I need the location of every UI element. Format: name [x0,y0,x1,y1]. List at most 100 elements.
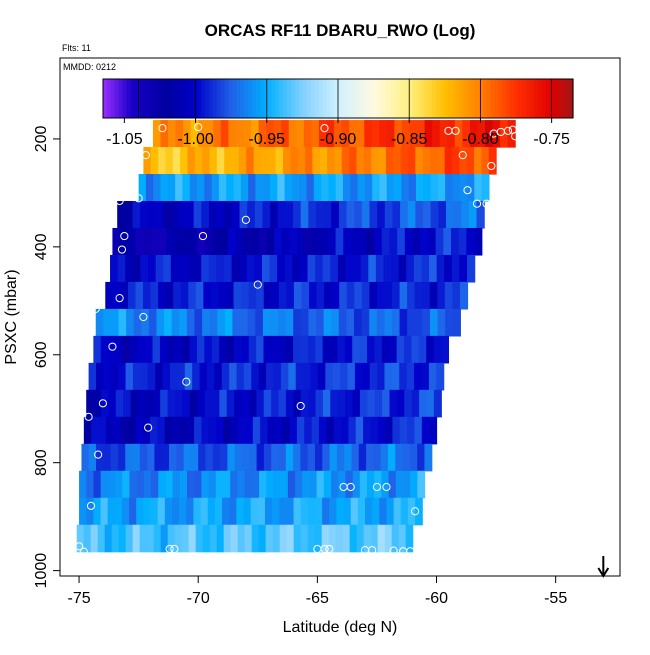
heatmap-cell [363,416,371,445]
heatmap-cell [300,200,309,229]
heatmap-cell [327,147,336,175]
colorbar-swatch [134,79,139,118]
heatmap-cell [108,389,117,418]
heatmap-cell [188,281,197,310]
heatmap-cell [239,200,248,229]
colorbar-tick-label: -0.75 [533,131,570,148]
colorbar: -1.05 -1.00 -0.95 -0.90 -0.85 -0.80 -0.75 [102,78,574,148]
heatmap-cell [433,389,442,418]
sample-point [472,199,482,208]
heatmap-cell [322,254,331,283]
heatmap-cell [201,416,210,445]
heatmap-cell [414,416,423,445]
heatmap-cell [289,227,298,256]
heatmap-cell [278,335,287,364]
heatmap-cell [374,470,383,499]
heatmap-cell [303,120,313,148]
heatmap-cell [452,147,460,175]
heatmap-cell [337,254,347,283]
heatmap-cell [381,227,391,256]
heatmap-cell [399,416,408,445]
sample-point [139,312,148,322]
flights-annotation: Flts: 11 [62,43,91,53]
heatmap-cell [396,335,405,364]
heatmap-cell [157,416,166,445]
colorbar-swatch [388,79,394,118]
colorbar-tick-label: -1.05 [106,131,143,148]
heatmap-cell [104,524,113,553]
heatmap-cell [285,443,294,472]
heatmap-cell [453,200,462,229]
heatmap-cell [208,200,218,229]
heatmap-cell [254,254,263,283]
heatmap-cell [133,308,142,337]
sample-point [410,507,420,516]
heatmap-cell [469,120,479,148]
heatmap-cell [364,174,373,202]
heatmap-cell [301,281,310,310]
heatmap-cell [143,470,152,499]
heatmap-cell [266,227,275,256]
heatmap-cell [234,389,243,418]
heatmap-cell [322,389,331,418]
heatmap-cell [445,200,455,229]
heatmap-cell [100,335,109,364]
sample-point [170,544,179,554]
heatmap-cell [285,308,294,337]
y-tick-label: 400 [33,233,50,260]
heatmap-cell [270,174,278,202]
heatmap-cell [148,254,157,283]
heatmap-cell [387,443,396,472]
colorbar-swatch [482,79,488,118]
colorbar-swatch [200,79,206,118]
heatmap-cell [338,200,348,229]
heatmap-cell [300,497,309,526]
heatmap-cell [231,147,240,175]
heatmap-cell [367,389,376,418]
colorbar-swatch [349,79,355,118]
heatmap-cell [380,443,389,472]
heatmap-cell [285,335,294,364]
heatmap-cell [305,147,313,175]
heatmap-cell [207,497,216,526]
colorbar-swatch [330,79,335,118]
heatmap-cell [120,227,129,256]
heatmap-cell [103,443,112,472]
heatmap-cell [209,524,218,553]
heatmap-cell [321,174,329,202]
heatmap-cell [452,174,461,202]
sample-point [463,186,472,195]
heatmap-cell [422,147,431,175]
heatmap-cell [219,335,228,364]
heatmap-cell [273,470,282,499]
heatmap-cell [218,281,227,310]
heatmap-cell [76,524,85,553]
heatmap-cell [408,174,417,202]
heatmap-cell [474,147,482,175]
colorbar-swatch [291,79,296,118]
heatmap-cell [155,254,164,283]
colorbar-swatch [232,79,237,118]
heatmap-cell [293,443,301,472]
y-tick-label: 200 [33,125,50,152]
heatmap-cell [243,497,252,526]
heatmap-cell [127,416,136,445]
heatmap-cell [354,308,363,337]
heatmap-cell [331,308,340,337]
heatmap-cell [215,470,224,499]
heatmap-cell [331,200,340,229]
sample-point [389,546,398,555]
heatmap-cell [339,281,348,310]
colorbar-swatch [228,79,233,118]
heatmap-cell [258,362,267,391]
heatmap-cell [178,254,187,283]
heatmap-cell [211,389,220,418]
heatmap-cell [182,335,191,364]
colorbar-swatch [114,79,120,118]
heatmap-cell [378,147,387,175]
heatmap-cell [277,174,286,202]
heatmap-cell [415,200,424,229]
heatmap-cell [159,335,168,364]
heatmap-cell [414,281,423,310]
heatmap-cell [108,335,117,364]
